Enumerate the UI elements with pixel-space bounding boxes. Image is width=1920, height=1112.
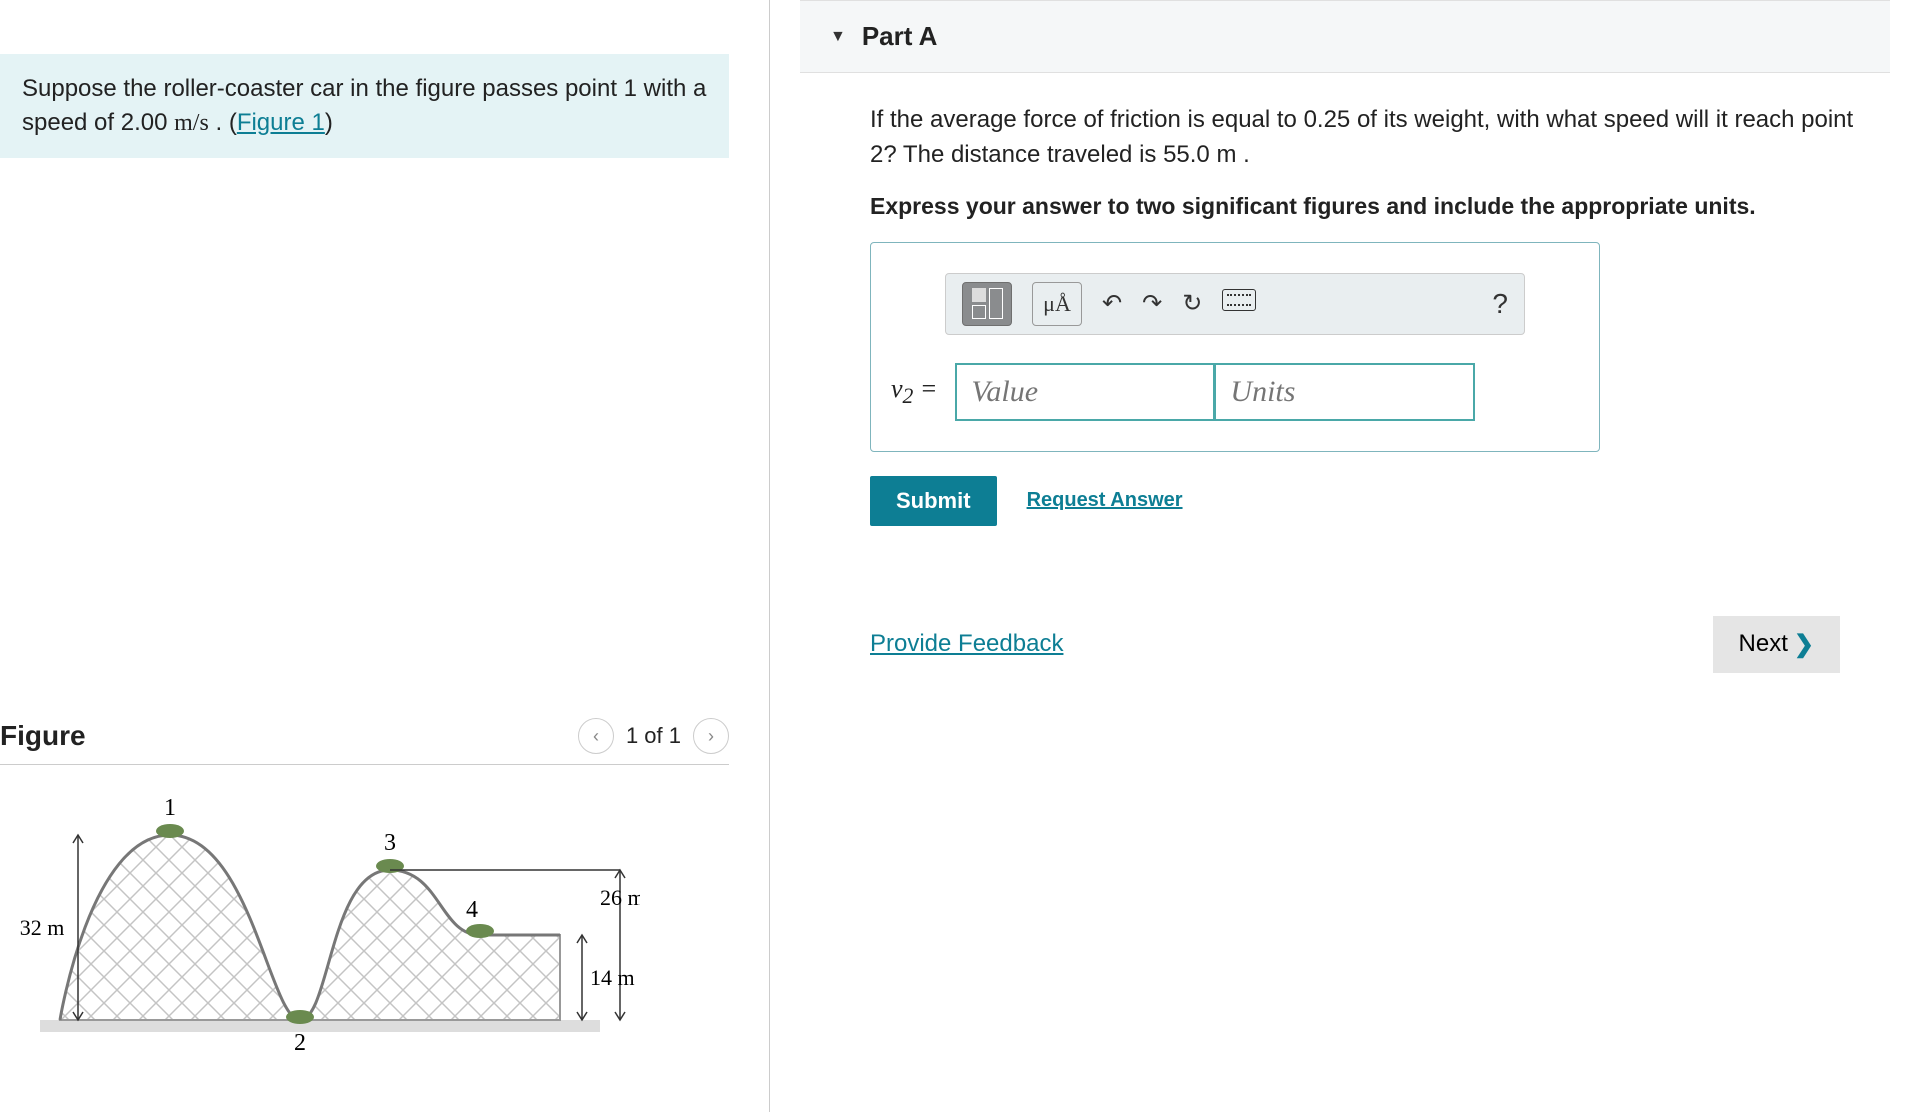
templates-icon[interactable] bbox=[962, 282, 1012, 326]
point-1-label: 1 bbox=[164, 795, 176, 821]
problem-text-post: . ( bbox=[209, 109, 237, 136]
part-header[interactable]: ▼ Part A bbox=[800, 0, 1890, 73]
units-input[interactable] bbox=[1215, 363, 1475, 421]
submit-button[interactable]: Submit bbox=[870, 476, 997, 526]
figure-section: Figure ‹ 1 of 1 › bbox=[0, 718, 769, 1060]
collapse-icon: ▼ bbox=[830, 28, 846, 46]
provide-feedback-link[interactable]: Provide Feedback bbox=[870, 630, 1063, 658]
problem-statement: Suppose the roller-coaster car in the fi… bbox=[0, 54, 729, 158]
reset-icon[interactable]: ↻ bbox=[1182, 289, 1202, 318]
figure-prev-button[interactable]: ‹ bbox=[578, 718, 614, 754]
figure-next-button[interactable]: › bbox=[693, 718, 729, 754]
special-chars-button[interactable]: μÅ bbox=[1032, 282, 1082, 326]
right-pane: ▼ Part A If the average force of frictio… bbox=[770, 0, 1920, 1112]
value-input[interactable] bbox=[955, 363, 1215, 421]
answer-input-row: v2 = bbox=[871, 363, 1599, 451]
figure-image: 1 2 3 4 32 m bbox=[0, 795, 729, 1060]
redo-icon[interactable]: ↷ bbox=[1142, 289, 1162, 318]
problem-text-pre: Suppose the roller-coaster car in the fi… bbox=[22, 75, 706, 136]
next-button[interactable]: Next ❯ bbox=[1713, 616, 1840, 673]
action-row: Submit Request Answer bbox=[870, 476, 1860, 526]
height-1-label: 32 m bbox=[20, 915, 65, 940]
problem-text-end: ) bbox=[325, 109, 333, 136]
footer-row: Provide Feedback Next ❯ bbox=[870, 616, 1860, 673]
request-answer-link[interactable]: Request Answer bbox=[1027, 489, 1183, 512]
undo-icon[interactable]: ↶ bbox=[1102, 289, 1122, 318]
figure-header: Figure ‹ 1 of 1 › bbox=[0, 718, 729, 765]
next-label: Next bbox=[1739, 630, 1788, 658]
figure-title: Figure bbox=[0, 720, 86, 752]
left-pane: Suppose the roller-coaster car in the fi… bbox=[0, 0, 770, 1112]
instruction-text: Express your answer to two significant f… bbox=[870, 193, 1860, 220]
figure-pager-text: 1 of 1 bbox=[626, 723, 681, 749]
question-text: If the average force of friction is equa… bbox=[870, 103, 1860, 173]
problem-unit: m/s bbox=[174, 110, 209, 136]
answer-box: μÅ ↶ ↷ ↻ ? v2 = bbox=[870, 242, 1600, 452]
chevron-right-icon: ❯ bbox=[1794, 630, 1814, 659]
point-4-label: 4 bbox=[466, 897, 478, 923]
figure-link[interactable]: Figure 1 bbox=[237, 109, 325, 136]
figure-pager: ‹ 1 of 1 › bbox=[578, 718, 729, 754]
help-icon[interactable]: ? bbox=[1492, 288, 1508, 320]
variable-label: v2 = bbox=[891, 374, 937, 409]
keyboard-icon[interactable] bbox=[1222, 289, 1256, 318]
height-4-label: 14 m bbox=[590, 965, 635, 990]
question-body: If the average force of friction is equa… bbox=[800, 73, 1890, 673]
height-3-label: 26 m bbox=[600, 885, 640, 910]
part-title: Part A bbox=[862, 21, 938, 52]
roller-coaster-svg: 1 2 3 4 32 m bbox=[0, 795, 640, 1055]
point-2-label: 2 bbox=[294, 1030, 306, 1055]
answer-toolbar: μÅ ↶ ↷ ↻ ? bbox=[945, 273, 1525, 335]
point-3-label: 3 bbox=[384, 830, 396, 856]
